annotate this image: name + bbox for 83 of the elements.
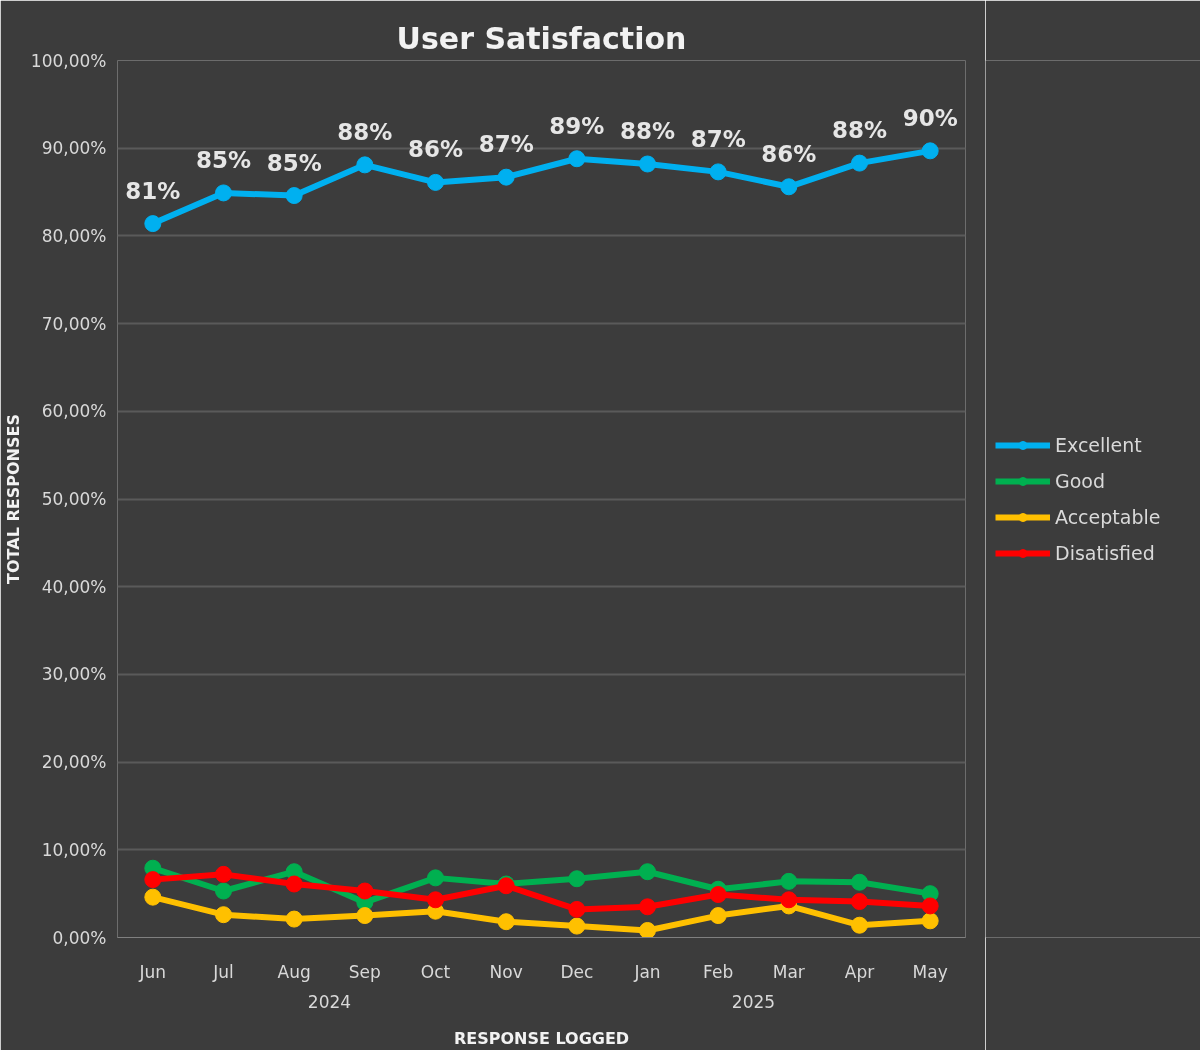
point	[356, 907, 374, 925]
point	[427, 173, 444, 191]
legend-label: Excellent	[1055, 433, 1142, 456]
point	[497, 168, 515, 186]
point	[921, 142, 939, 160]
x-tick-label: Nov	[489, 961, 523, 982]
data-label: 88%	[831, 117, 888, 144]
point	[639, 863, 656, 881]
y-tick-label: 30,00%	[41, 664, 107, 685]
y-tick-label: 100,00%	[30, 50, 107, 71]
x-tick-label: Feb	[703, 961, 734, 982]
x-tick-label: Jul	[212, 961, 234, 982]
x-tick-label: Jun	[138, 961, 167, 982]
text: 2025	[731, 991, 776, 1012]
point	[144, 215, 162, 233]
legend-label: Acceptable	[1055, 505, 1161, 528]
point	[568, 150, 586, 168]
y-tick-label: 60,00%	[41, 401, 107, 422]
y-tick-label: 0,00%	[52, 927, 107, 948]
data-label: 89%	[549, 112, 605, 139]
point	[144, 871, 162, 889]
chart-title: User Satisfaction	[396, 20, 687, 56]
point	[639, 898, 656, 916]
x-axis-title: RESPONSE LOGGED	[453, 1028, 630, 1048]
point	[921, 897, 939, 915]
data-label: 87%	[690, 125, 746, 152]
point	[851, 873, 868, 891]
point	[356, 882, 374, 900]
point	[780, 872, 798, 890]
point	[780, 178, 798, 196]
point	[285, 875, 303, 893]
point	[851, 154, 868, 172]
text: 2024	[307, 991, 352, 1012]
legend-label: Disatisfied	[1055, 541, 1155, 564]
point	[356, 156, 374, 174]
data-label: 86%	[407, 136, 464, 163]
point	[215, 906, 232, 924]
point	[215, 865, 232, 883]
y-tick-label: 90,00%	[41, 138, 107, 159]
y-tick-label: 50,00%	[41, 489, 107, 509]
y-tick-label: 40,00%	[41, 576, 107, 597]
point	[851, 893, 868, 911]
data-label: 86%	[761, 140, 817, 167]
point	[568, 870, 586, 888]
point	[709, 163, 727, 181]
point	[144, 888, 162, 906]
data-label: 90%	[902, 104, 958, 131]
y-tick-label: 20,00%	[41, 752, 107, 773]
data-label: 85%	[195, 146, 252, 173]
x-tick-label: Aug	[277, 961, 311, 982]
point	[709, 886, 727, 904]
y-tick-label: 80,00%	[41, 225, 107, 246]
point	[568, 900, 586, 918]
data-label: 88%	[619, 117, 676, 144]
legend-label: Good	[1055, 469, 1106, 492]
x-tick-label: Dec	[560, 961, 594, 982]
point	[780, 891, 798, 909]
data-label: 87%	[478, 131, 534, 158]
point	[851, 916, 868, 934]
y-tick-label: 10,00%	[41, 839, 107, 860]
point	[639, 155, 656, 173]
y-axis-title: TOTAL RESPONSES	[3, 414, 23, 584]
data-label: 81%	[125, 177, 181, 204]
x-tick-label: Mar	[772, 961, 805, 982]
data-label: 88%	[337, 118, 393, 145]
point	[285, 910, 303, 928]
point	[285, 187, 303, 205]
point	[427, 869, 444, 887]
point	[709, 907, 727, 925]
x-tick-label: Jan	[633, 961, 661, 982]
x-tick-label: May	[912, 961, 948, 982]
point	[568, 917, 586, 935]
x-tick-label: Sep	[348, 961, 381, 982]
point	[215, 882, 232, 900]
point	[215, 184, 232, 202]
point	[639, 922, 656, 938]
point	[921, 912, 939, 930]
y-tick-label: 70,00%	[41, 313, 107, 334]
point	[427, 891, 444, 909]
point	[497, 913, 515, 931]
data-label: 85%	[266, 149, 322, 176]
x-tick-label: Apr	[844, 961, 875, 982]
x-tick-label: Oct	[420, 961, 451, 982]
